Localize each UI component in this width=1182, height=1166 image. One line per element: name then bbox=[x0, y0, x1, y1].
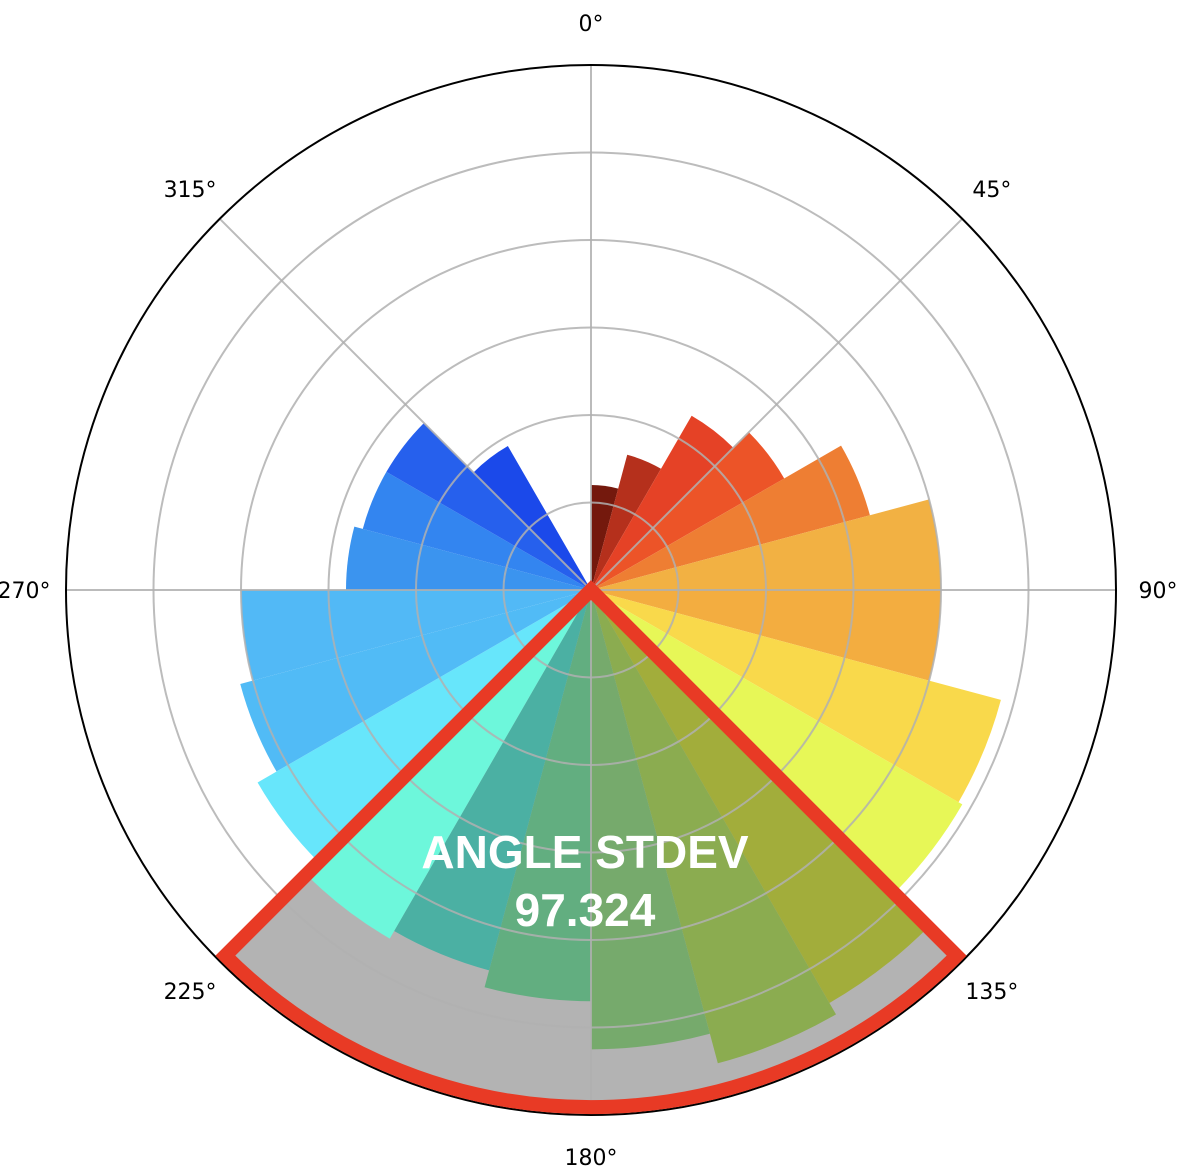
angle-tick-label-4: 180° bbox=[565, 1146, 618, 1166]
grid-spoke-7 bbox=[219, 218, 592, 591]
angle-tick-label-0: 0° bbox=[579, 12, 604, 37]
bar-21 bbox=[473, 446, 591, 590]
bar-11 bbox=[591, 590, 710, 1050]
angle-tick-labels: 0° 45° 90° 135° 180° 225° 270° 315° bbox=[0, 12, 1178, 1166]
bar-7 bbox=[591, 590, 1001, 803]
angle-tick-label-1: 45° bbox=[972, 178, 1011, 203]
angle-tick-label-3: 135° bbox=[965, 980, 1018, 1005]
bar-3 bbox=[591, 432, 785, 590]
polar-frame bbox=[65, 64, 1117, 1116]
bar-13 bbox=[394, 590, 591, 971]
bar-0 bbox=[591, 485, 619, 590]
bar-19 bbox=[362, 471, 591, 590]
bar-8 bbox=[591, 590, 963, 894]
angle-tick-label-2: 90° bbox=[1139, 579, 1178, 604]
bar-12 bbox=[484, 590, 591, 1002]
bar-20 bbox=[386, 422, 591, 590]
bar-15 bbox=[257, 590, 591, 863]
bar-9 bbox=[591, 590, 929, 1003]
bar-4 bbox=[591, 445, 870, 590]
annotation: ANGLE STDEV 97.324 bbox=[421, 826, 748, 936]
angle-tick-label-5: 225° bbox=[164, 980, 217, 1005]
bar-18 bbox=[346, 526, 591, 590]
bar-10 bbox=[591, 590, 836, 1064]
annotation-line-1: ANGLE STDEV bbox=[421, 826, 748, 878]
bar-14 bbox=[306, 590, 591, 939]
annotation-line-2: 97.324 bbox=[515, 884, 656, 936]
bar-16 bbox=[240, 590, 591, 772]
highlight-sector-outline-shape bbox=[215, 580, 967, 1115]
bar-1 bbox=[591, 454, 661, 590]
angle-tick-label-7: 315° bbox=[164, 178, 217, 203]
grid-spoke-1 bbox=[590, 218, 963, 591]
outer-circle bbox=[65, 64, 1117, 1116]
bars bbox=[240, 415, 1001, 1064]
angle-tick-label-6: 270° bbox=[0, 579, 51, 604]
highlight-sector-outline bbox=[215, 580, 967, 1115]
bar-2 bbox=[591, 415, 734, 590]
